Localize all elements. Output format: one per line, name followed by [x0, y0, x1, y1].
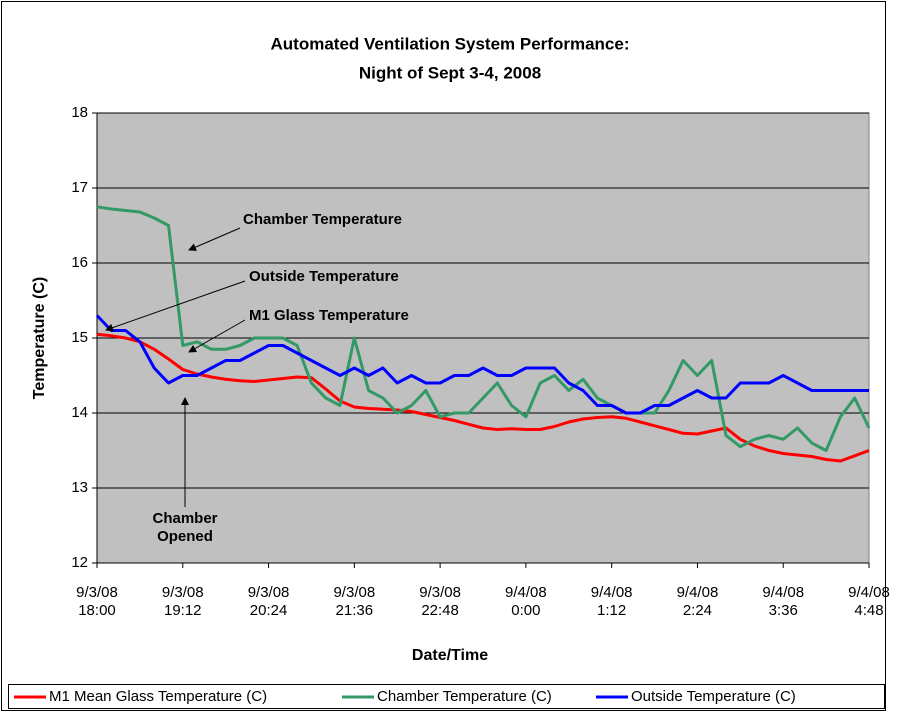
legend-item: Chamber Temperature (C) — [342, 688, 552, 705]
chart-title: Automated Ventilation System Performance… — [271, 34, 630, 53]
x-tick-label: 9/3/08 19:12 — [161, 584, 204, 619]
x-tick-label: 9/4/08 0:00 — [505, 584, 547, 619]
y-tick-label: 16 — [71, 254, 88, 271]
series-line — [96, 205, 871, 452]
annotation: M1 Glass Temperature — [249, 307, 409, 324]
annotation-arrow — [188, 319, 246, 353]
x-tick-label: 9/3/08 18:00 — [76, 584, 118, 619]
x-tick-label: 9/3/08 20:24 — [247, 584, 290, 619]
x-tick-label: 9/4/08 3:36 — [762, 584, 805, 619]
y-tick-label: 15 — [71, 329, 88, 346]
x-tick-label: 9/3/08 21:36 — [333, 584, 376, 619]
y-tick-label: 17 — [71, 179, 88, 196]
legend-item: Outside Temperature (C) — [596, 688, 796, 705]
x-axis-title: Date/Time — [412, 647, 488, 664]
y-axis-title: Temperature (C) — [31, 277, 48, 399]
chart-subtitle: Night of Sept 3-4, 2008 — [359, 63, 541, 82]
annotation: Chamber Temperature — [243, 211, 402, 228]
y-tick-label: 12 — [71, 554, 88, 571]
y-tick-label: 18 — [71, 104, 88, 121]
legend-label: Outside Temperature (C) — [631, 688, 796, 705]
series-line — [95, 314, 869, 415]
y-tick-label: 13 — [71, 479, 88, 496]
x-tick-label: 9/4/08 2:24 — [676, 584, 719, 619]
y-tick-label: 14 — [71, 404, 88, 421]
x-tick-label: 9/3/08 22:48 — [419, 584, 461, 619]
legend-box — [8, 684, 885, 709]
legend-label: Chamber Temperature (C) — [377, 688, 552, 705]
x-tick-label: 9/4/08 1:12 — [590, 584, 633, 619]
legend-item: M1 Mean Glass Temperature (C) — [14, 688, 267, 705]
annotation-arrow — [188, 227, 241, 251]
legend-label: M1 Mean Glass Temperature (C) — [49, 688, 267, 705]
annotation-arrow — [105, 280, 246, 332]
series-line — [96, 332, 870, 463]
annotation: Outside Temperature — [249, 268, 399, 285]
annotation: Chamber Opened — [152, 510, 218, 545]
x-tick-label: 9/4/08 4:48 — [848, 584, 890, 619]
